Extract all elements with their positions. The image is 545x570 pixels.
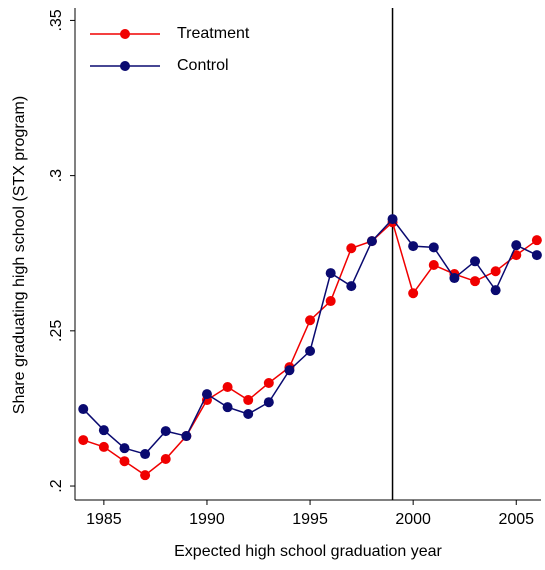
y-tick-label: .3 [48,169,65,182]
point [201,389,212,400]
point [449,273,460,284]
point [366,236,377,247]
point [428,242,439,253]
point [284,365,295,376]
point [325,268,336,279]
point [160,454,171,465]
point [346,243,357,254]
point [387,214,398,225]
point [531,250,542,261]
point [325,296,336,307]
point [428,260,439,271]
legend-marker [120,61,130,71]
x-tick-label: 2000 [395,511,431,528]
point [119,443,130,454]
point [346,281,357,292]
point [140,449,151,460]
point [490,266,501,277]
point [511,240,522,251]
point [119,456,130,467]
x-tick-label: 1995 [292,511,328,528]
y-tick-label: .35 [48,9,65,31]
x-tick-label: 1985 [86,511,122,528]
point [78,435,89,446]
point [305,346,316,357]
point [181,431,192,442]
point [305,315,316,326]
point [222,402,233,413]
point [490,285,501,296]
point [408,241,419,252]
y-tick-label: .25 [48,320,65,342]
legend-label: Treatment [177,25,250,42]
point [243,409,254,420]
y-tick-label: .2 [48,479,65,492]
legend-marker [120,29,130,39]
point [470,276,481,287]
point [470,256,481,267]
point [263,397,274,408]
series-line [82,217,538,455]
point [511,250,522,261]
y-axis-title: Share graduating high school (STX progra… [11,96,28,414]
point [160,426,171,437]
point [98,425,109,436]
x-tick-label: 1990 [189,511,225,528]
x-axis-title: Expected high school graduation year [174,543,442,560]
point [531,235,542,246]
point [78,404,89,415]
x-tick-label: 2005 [498,511,534,528]
point [98,441,109,452]
legend-label: Control [177,57,229,74]
point [140,470,151,481]
point [408,288,419,299]
point [222,382,233,393]
point [263,377,274,388]
point [243,395,254,406]
